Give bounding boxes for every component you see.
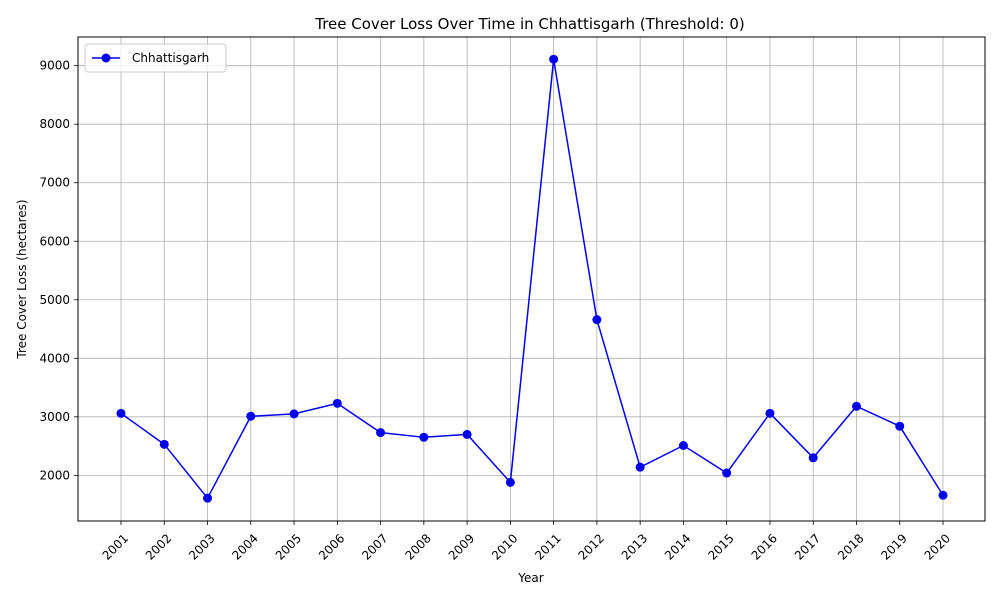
legend-box — [84, 43, 227, 73]
y-axis-label: Tree Cover Loss (hectares) — [15, 199, 29, 359]
y-tick-label: 3000 — [39, 410, 70, 424]
data-point — [246, 411, 256, 421]
x-tick-label: 2005 — [273, 531, 304, 562]
x-tick-label: 2019 — [878, 531, 909, 562]
x-tick-label: 2001 — [100, 531, 131, 562]
data-point — [116, 408, 126, 418]
x-tick-label: 2008 — [402, 531, 433, 562]
grid-lines — [78, 37, 985, 521]
legend-entry-label: Chhattisgarh — [132, 51, 209, 65]
data-point — [765, 408, 775, 418]
data-point — [419, 432, 429, 442]
data-point — [592, 315, 602, 325]
x-axis-label: Year — [517, 571, 543, 585]
data-point — [203, 493, 213, 503]
x-tick-label: 2011 — [532, 531, 563, 562]
data-point — [549, 54, 559, 64]
plot-area-frame — [77, 36, 986, 522]
data-point — [808, 453, 818, 463]
data-point — [462, 429, 472, 439]
data-point — [289, 409, 299, 419]
data-point — [678, 441, 688, 451]
x-tick-label: 2003 — [186, 531, 217, 562]
x-tick-label: 2006 — [316, 531, 347, 562]
data-point — [159, 439, 169, 449]
y-tick-label: 7000 — [39, 176, 70, 190]
x-tick-label: 2015 — [705, 531, 736, 562]
x-tick-label: 2004 — [229, 531, 260, 562]
x-tick-label: 2014 — [662, 531, 693, 562]
x-tick-label: 2012 — [576, 531, 607, 562]
data-point — [722, 468, 732, 478]
data-point — [505, 477, 515, 487]
data-point — [376, 428, 386, 438]
y-tick-label: 4000 — [39, 351, 70, 365]
y-tick-label: 6000 — [39, 234, 70, 248]
x-tick-label: 2016 — [749, 531, 780, 562]
y-tick-label: 9000 — [39, 59, 70, 73]
data-point — [895, 421, 905, 431]
y-tick-label: 2000 — [39, 468, 70, 482]
x-tick-label: 2007 — [359, 531, 390, 562]
x-tick-label: 2010 — [489, 531, 520, 562]
data-point — [332, 398, 342, 408]
x-axis-ticks: 2001 2002 2003 2004 2005 2006 2007 2008 2009 2010… — [100, 521, 953, 563]
x-tick-label: 2020 — [922, 531, 953, 562]
x-tick-label: 2002 — [143, 531, 174, 562]
x-tick-label: 2017 — [792, 531, 823, 562]
legend: Chhattisgarh — [84, 43, 227, 73]
data-point — [635, 462, 645, 472]
legend-marker-swatch — [101, 53, 111, 63]
data-point — [851, 401, 861, 411]
y-tick-label: 5000 — [39, 293, 70, 307]
x-tick-label: 2013 — [619, 531, 650, 562]
x-tick-label: 2018 — [835, 531, 866, 562]
y-tick-label: 8000 — [39, 117, 70, 131]
x-tick-label: 2009 — [446, 531, 477, 562]
series-line — [120, 58, 944, 499]
data-point — [938, 490, 948, 500]
chart-title: Tree Cover Loss Over Time in Chhattisgar… — [314, 15, 744, 33]
y-axis-ticks: 2000 3000 4000 5000 6000 7000 8000 9000 — [39, 59, 78, 482]
series-layer — [116, 54, 948, 503]
